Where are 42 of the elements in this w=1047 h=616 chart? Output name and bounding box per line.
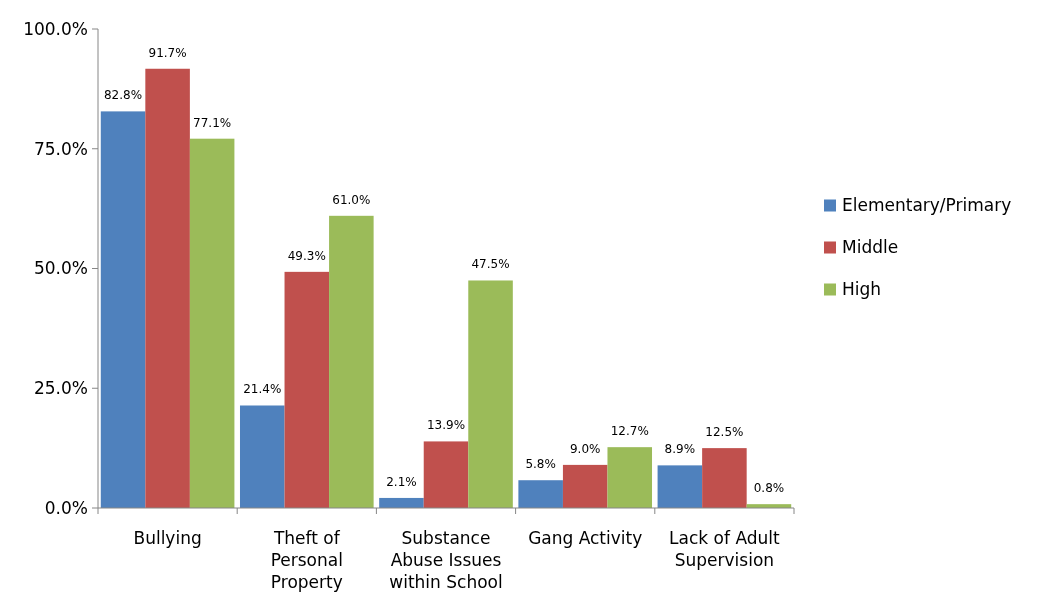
data-label: 12.7% bbox=[610, 424, 649, 439]
data-label: 21.4% bbox=[243, 382, 282, 397]
bar bbox=[518, 480, 563, 508]
y-tick-label: 100.0% bbox=[23, 18, 88, 39]
legend-label: Elementary/Primary bbox=[842, 195, 1012, 216]
bar bbox=[702, 448, 747, 508]
data-label: 2.1% bbox=[386, 474, 417, 489]
legend-label: High bbox=[842, 279, 882, 300]
x-tick-label: Substance Abuse Issues within School bbox=[389, 528, 503, 592]
data-label: 12.5% bbox=[705, 425, 744, 440]
x-tick-label: Bullying bbox=[133, 528, 202, 548]
bar bbox=[145, 68, 190, 508]
legend-label: Middle bbox=[842, 237, 899, 258]
data-label: 13.9% bbox=[426, 418, 466, 433]
data-label: 47.5% bbox=[471, 257, 510, 272]
bar bbox=[562, 464, 608, 508]
x-tick-label: Gang Activity bbox=[528, 528, 643, 548]
x-tick-label: Theft of Personal Property bbox=[270, 528, 343, 592]
bar bbox=[468, 280, 513, 508]
data-label: 9.0% bbox=[569, 441, 601, 456]
bar bbox=[423, 441, 469, 508]
data-label: 49.3% bbox=[287, 248, 326, 263]
y-tick-label: 25.0% bbox=[33, 378, 88, 399]
data-label: 0.8% bbox=[753, 481, 785, 496]
x-tick-label: Lack of Adult Supervision bbox=[669, 528, 781, 570]
bar bbox=[100, 111, 146, 508]
data-label: 5.8% bbox=[525, 457, 556, 472]
bar bbox=[657, 465, 703, 508]
y-tick-label: 0.0% bbox=[44, 497, 88, 518]
y-tick-label: 50.0% bbox=[33, 258, 88, 279]
data-label: 82.8% bbox=[103, 88, 143, 103]
bar bbox=[189, 138, 235, 508]
data-label: 91.7% bbox=[148, 45, 187, 60]
bar bbox=[607, 447, 653, 508]
data-label: 77.1% bbox=[193, 115, 232, 130]
bar bbox=[284, 271, 330, 508]
bar bbox=[329, 215, 374, 508]
y-tick-label: 75.0% bbox=[33, 138, 88, 159]
bar bbox=[239, 405, 285, 508]
bar bbox=[379, 497, 424, 508]
data-label: 8.9% bbox=[664, 442, 696, 457]
data-label: 61.0% bbox=[332, 192, 371, 207]
